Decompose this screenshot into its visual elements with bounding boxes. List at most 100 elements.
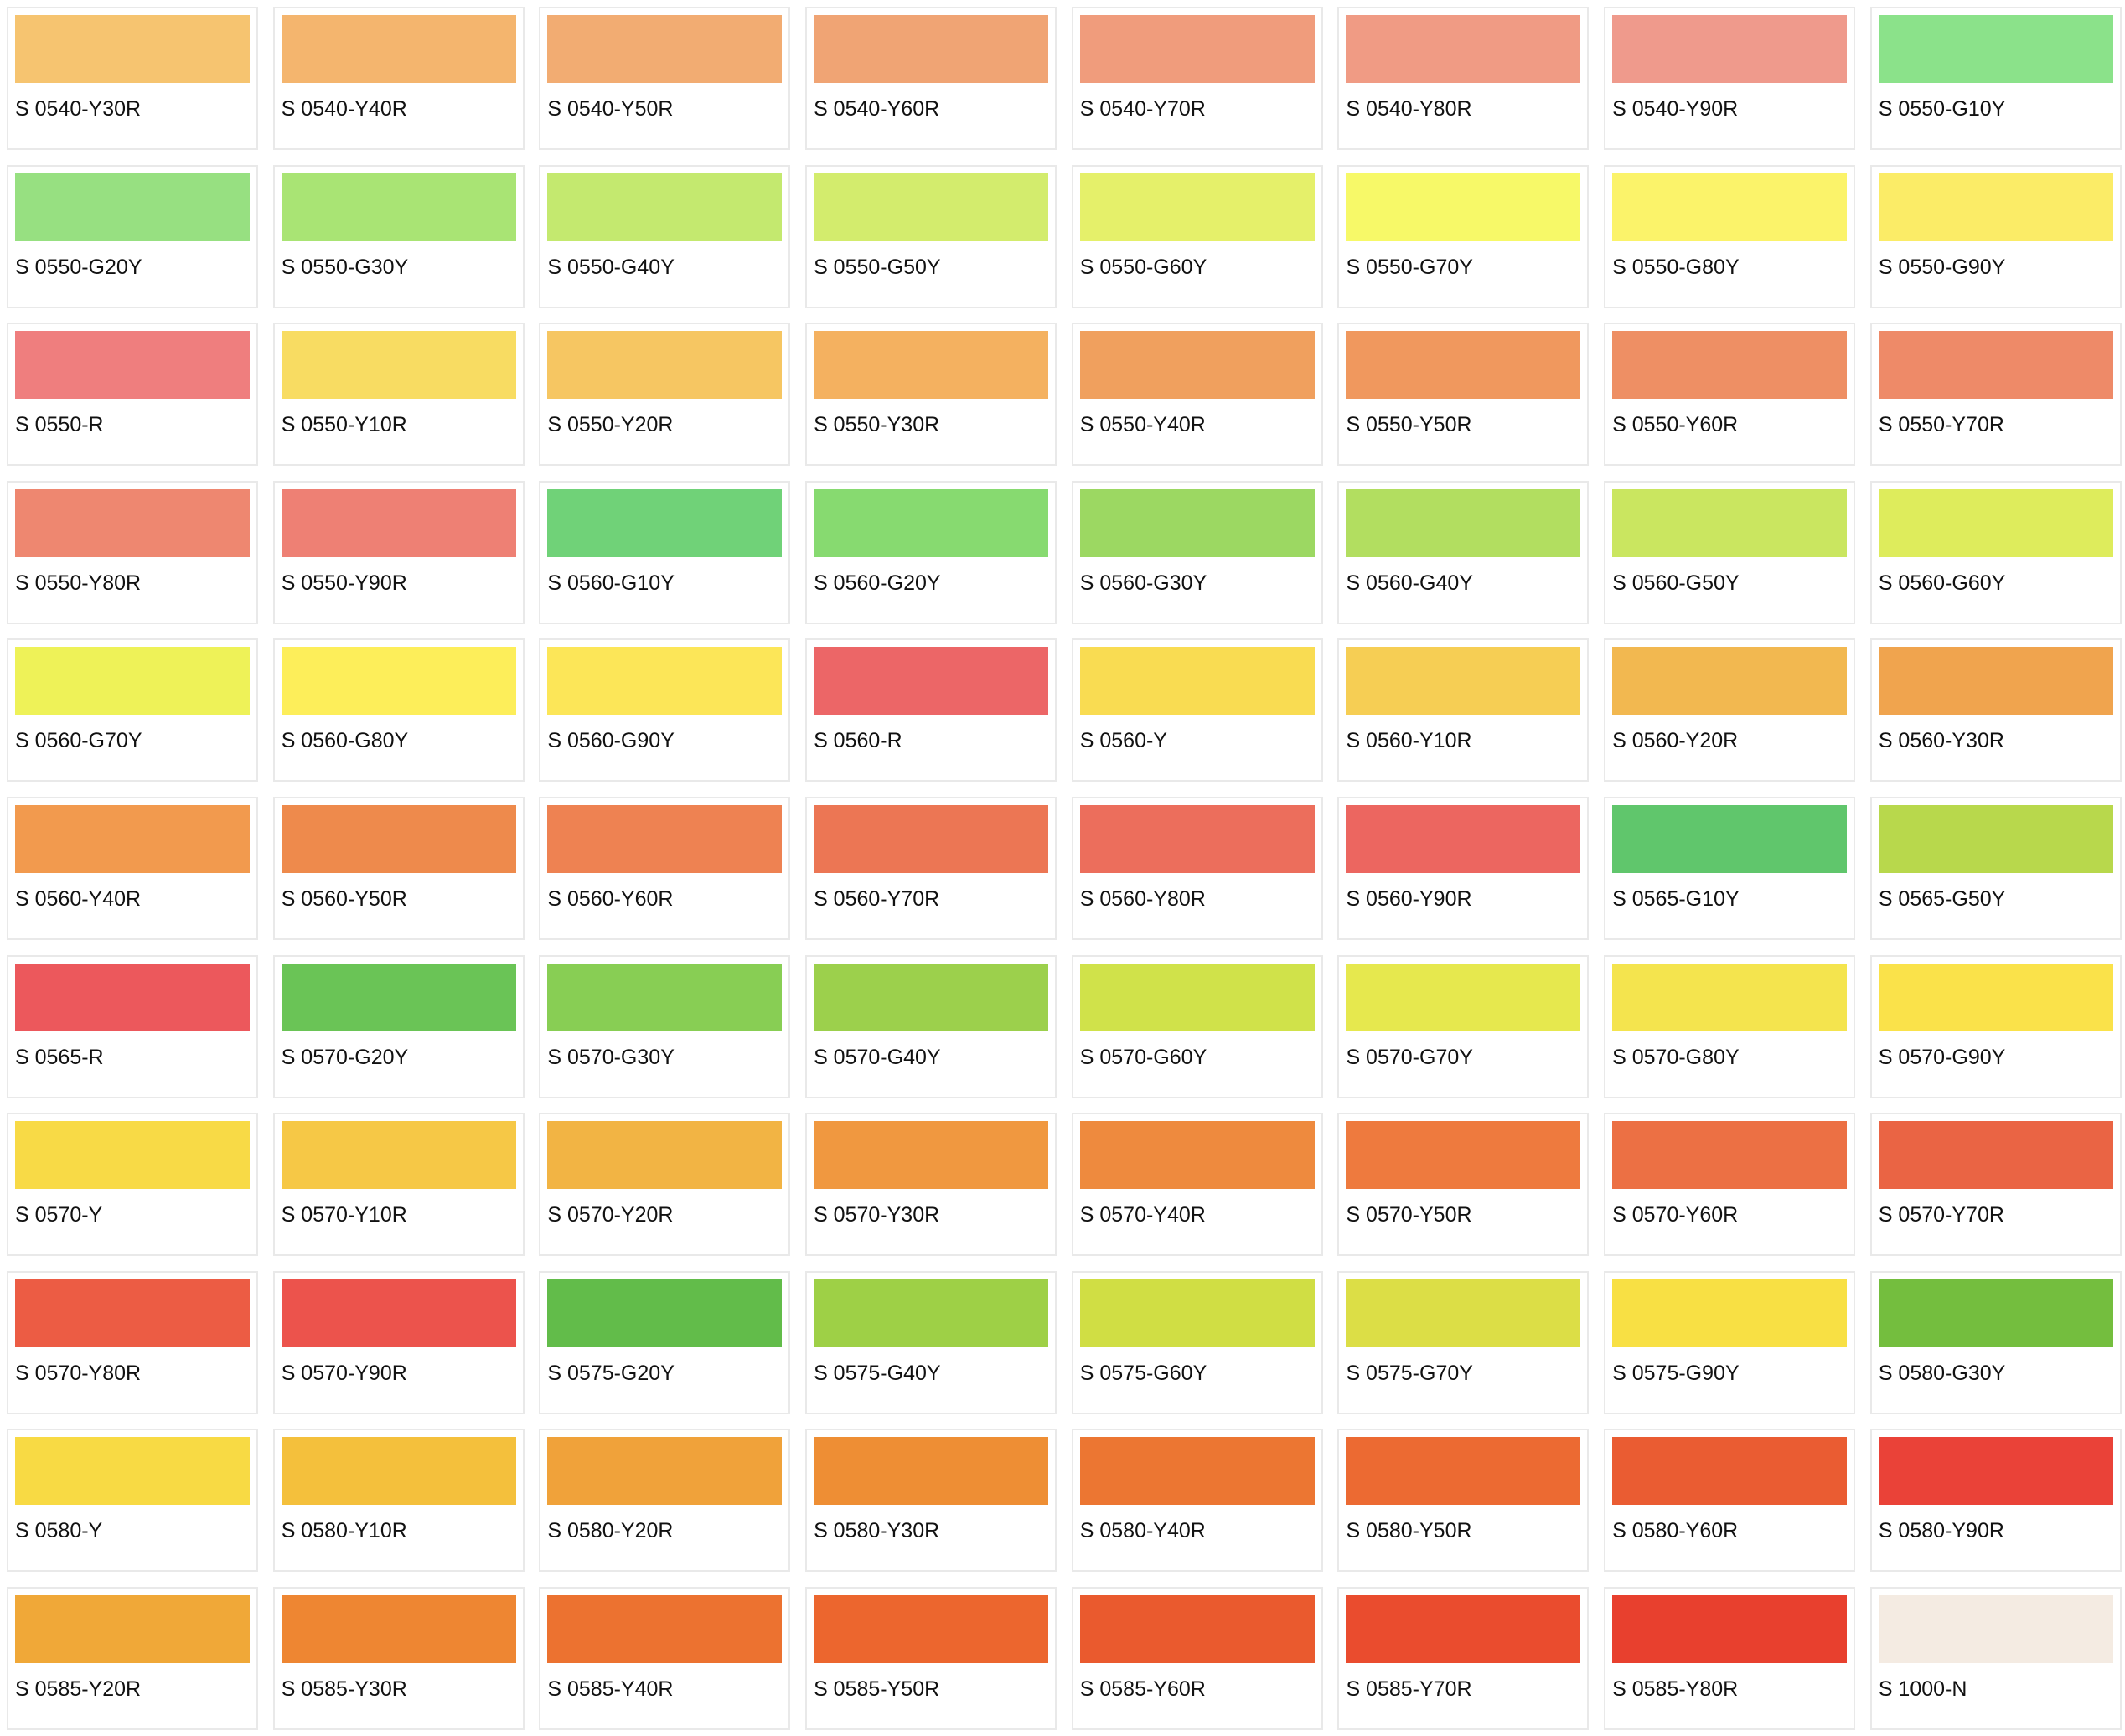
color-swatch-card[interactable]: S 0550-G90Y — [1869, 164, 2122, 308]
color-swatch-card[interactable]: S 0550-Y10R — [272, 323, 525, 467]
color-swatch-card[interactable]: S 0580-Y60R — [1604, 1429, 1856, 1573]
color-swatch-card[interactable]: S 0560-Y60R — [539, 796, 791, 940]
color-swatch-card[interactable]: S 0550-G50Y — [805, 164, 1057, 308]
color-swatch-card[interactable]: S 0560-R — [805, 638, 1057, 783]
color-swatch-card[interactable]: S 0585-Y60R — [1071, 1586, 1323, 1730]
color-swatch-card[interactable]: S 0570-Y60R — [1604, 1113, 1856, 1257]
color-swatch-card[interactable]: S 0580-Y30R — [805, 1429, 1057, 1573]
color-swatch-card[interactable]: S 0565-G50Y — [1869, 796, 2122, 940]
color-swatch-card[interactable]: S 0560-Y30R — [1869, 638, 2122, 783]
color-code-label: S 0580-Y90R — [1878, 1519, 2004, 1543]
color-swatch-card[interactable]: S 0565-R — [7, 954, 258, 1098]
color-swatch-card[interactable]: S 0550-Y60R — [1604, 323, 1856, 467]
color-chip — [15, 1279, 250, 1347]
color-code-label: S 0570-G30Y — [547, 1045, 675, 1069]
color-swatch-card[interactable]: S 0560-G90Y — [539, 638, 791, 783]
color-swatch-card[interactable]: S 0585-Y50R — [805, 1586, 1057, 1730]
color-swatch-card[interactable]: S 0550-G10Y — [1869, 7, 2122, 150]
color-swatch-card[interactable]: S 0575-G60Y — [1071, 1270, 1323, 1414]
color-code-label: S 0570-G60Y — [1079, 1045, 1207, 1069]
color-swatch-card[interactable]: S 0580-Y — [7, 1429, 258, 1573]
color-swatch-card[interactable]: S 0550-Y40R — [1071, 323, 1323, 467]
color-swatch-card[interactable]: S 0560-G80Y — [272, 638, 525, 783]
color-swatch-card[interactable]: S 0550-G30Y — [272, 164, 525, 308]
color-swatch-card[interactable]: S 0550-G40Y — [539, 164, 791, 308]
color-swatch-card[interactable]: S 0560-G70Y — [7, 638, 258, 783]
color-swatch-card[interactable]: S 0540-Y40R — [272, 7, 525, 150]
color-swatch-card[interactable]: S 0580-Y90R — [1869, 1429, 2122, 1573]
color-swatch-card[interactable]: S 0560-Y90R — [1337, 796, 1590, 940]
color-swatch-card[interactable]: S 0550-Y80R — [7, 480, 258, 624]
color-swatch-card[interactable]: S 0540-Y50R — [539, 7, 791, 150]
color-swatch-card[interactable]: S 1000-N — [1869, 1586, 2122, 1730]
color-swatch-card[interactable]: S 0575-G40Y — [805, 1270, 1057, 1414]
color-swatch-card[interactable]: S 0570-Y20R — [539, 1113, 791, 1257]
color-swatch-card[interactable]: S 0550-Y20R — [539, 323, 791, 467]
color-swatch-card[interactable]: S 0575-G20Y — [539, 1270, 791, 1414]
color-swatch-card[interactable]: S 0565-G10Y — [1604, 796, 1856, 940]
color-swatch-card[interactable]: S 0560-Y10R — [1337, 638, 1590, 783]
color-swatch-card[interactable]: S 0550-Y50R — [1337, 323, 1590, 467]
color-swatch-card[interactable]: S 0580-Y10R — [272, 1429, 525, 1573]
color-swatch-card[interactable]: S 0560-G50Y — [1604, 480, 1856, 624]
color-chip — [814, 804, 1049, 873]
color-code-label: S 0560-Y10R — [1346, 729, 1472, 753]
color-swatch-card[interactable]: S 0560-G40Y — [1337, 480, 1590, 624]
color-swatch-card[interactable]: S 0580-Y50R — [1337, 1429, 1590, 1573]
color-chip — [1612, 173, 1848, 241]
color-swatch-card[interactable]: S 0560-Y50R — [272, 796, 525, 940]
color-swatch-card[interactable]: S 0540-Y60R — [805, 7, 1057, 150]
color-swatch-card[interactable]: S 0570-Y80R — [7, 1270, 258, 1414]
color-swatch-card[interactable]: S 0540-Y80R — [1337, 7, 1590, 150]
color-swatch-card[interactable]: S 0560-G20Y — [805, 480, 1057, 624]
color-swatch-card[interactable]: S 0560-Y — [1071, 638, 1323, 783]
color-swatch-card[interactable]: S 0560-Y40R — [7, 796, 258, 940]
color-swatch-card[interactable]: S 0580-Y20R — [539, 1429, 791, 1573]
color-swatch-card[interactable]: S 0585-Y20R — [7, 1586, 258, 1730]
color-swatch-card[interactable]: S 0550-G80Y — [1604, 164, 1856, 308]
color-swatch-card[interactable]: S 0580-Y40R — [1071, 1429, 1323, 1573]
color-swatch-card[interactable]: S 0570-G70Y — [1337, 954, 1590, 1098]
color-swatch-card[interactable]: S 0550-R — [7, 323, 258, 467]
color-swatch-card[interactable]: S 0570-Y50R — [1337, 1113, 1590, 1257]
color-swatch-card[interactable]: S 0570-G40Y — [805, 954, 1057, 1098]
color-code-label: S 0575-G60Y — [1079, 1361, 1207, 1385]
color-swatch-card[interactable]: S 0550-G60Y — [1071, 164, 1323, 308]
color-swatch-card[interactable]: S 0575-G70Y — [1337, 1270, 1590, 1414]
color-swatch-card[interactable]: S 0550-G20Y — [7, 164, 258, 308]
color-swatch-card[interactable]: S 0570-G60Y — [1071, 954, 1323, 1098]
color-swatch-card[interactable]: S 0585-Y80R — [1604, 1586, 1856, 1730]
color-swatch-card[interactable]: S 0550-Y70R — [1869, 323, 2122, 467]
color-swatch-card[interactable]: S 0570-G20Y — [272, 954, 525, 1098]
color-swatch-card[interactable]: S 0560-G10Y — [539, 480, 791, 624]
color-swatch-card[interactable]: S 0570-Y10R — [272, 1113, 525, 1257]
color-swatch-card[interactable]: S 0580-G30Y — [1869, 1270, 2122, 1414]
color-swatch-card[interactable]: S 0570-G80Y — [1604, 954, 1856, 1098]
color-swatch-card[interactable]: S 0560-Y70R — [805, 796, 1057, 940]
color-swatch-card[interactable]: S 0560-Y20R — [1604, 638, 1856, 783]
color-chip — [547, 1121, 783, 1190]
color-swatch-card[interactable]: S 0585-Y30R — [272, 1586, 525, 1730]
color-swatch-card[interactable]: S 0570-Y90R — [272, 1270, 525, 1414]
color-swatch-card[interactable]: S 0570-Y — [7, 1113, 258, 1257]
color-chip — [1346, 488, 1581, 557]
color-swatch-card[interactable]: S 0560-G30Y — [1071, 480, 1323, 624]
color-swatch-card[interactable]: S 0585-Y40R — [539, 1586, 791, 1730]
color-swatch-card[interactable]: S 0570-G90Y — [1869, 954, 2122, 1098]
color-swatch-card[interactable]: S 0570-Y30R — [805, 1113, 1057, 1257]
color-chip — [1346, 1121, 1581, 1190]
color-code-label: S 0580-Y40R — [1079, 1519, 1206, 1543]
color-swatch-card[interactable]: S 0570-G30Y — [539, 954, 791, 1098]
color-swatch-card[interactable]: S 0540-Y30R — [7, 7, 258, 150]
color-swatch-card[interactable]: S 0570-Y40R — [1071, 1113, 1323, 1257]
color-swatch-card[interactable]: S 0575-G90Y — [1604, 1270, 1856, 1414]
color-swatch-card[interactable]: S 0540-Y70R — [1071, 7, 1323, 150]
color-swatch-card[interactable]: S 0550-Y30R — [805, 323, 1057, 467]
color-swatch-card[interactable]: S 0570-Y70R — [1869, 1113, 2122, 1257]
color-swatch-card[interactable]: S 0550-Y90R — [272, 480, 525, 624]
color-swatch-card[interactable]: S 0550-G70Y — [1337, 164, 1590, 308]
color-swatch-card[interactable]: S 0560-Y80R — [1071, 796, 1323, 940]
color-swatch-card[interactable]: S 0540-Y90R — [1604, 7, 1856, 150]
color-swatch-card[interactable]: S 0585-Y70R — [1337, 1586, 1590, 1730]
color-swatch-card[interactable]: S 0560-G60Y — [1869, 480, 2122, 624]
